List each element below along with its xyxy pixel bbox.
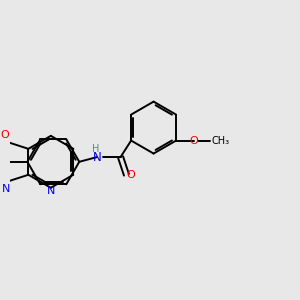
Text: N: N <box>46 186 55 196</box>
Text: O: O <box>127 170 136 180</box>
Text: CH₃: CH₃ <box>212 136 230 146</box>
Text: H: H <box>92 144 100 154</box>
Text: N: N <box>93 151 101 164</box>
Text: N: N <box>2 184 10 194</box>
Text: O: O <box>1 130 9 140</box>
Text: O: O <box>189 136 198 146</box>
